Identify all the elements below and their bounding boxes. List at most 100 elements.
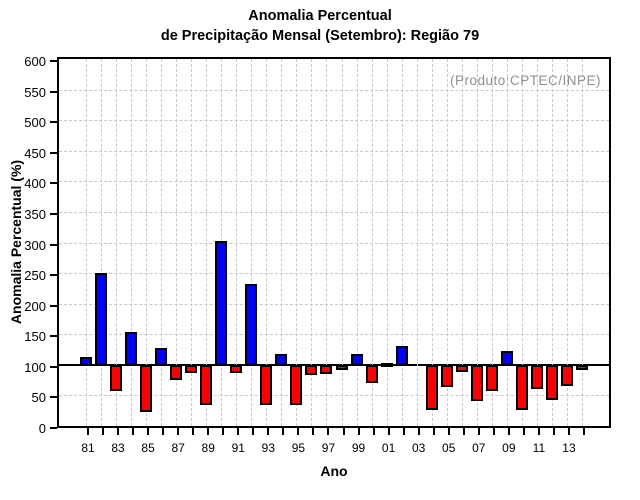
x-tick-label: 03 [411, 441, 426, 455]
x-tick [282, 428, 285, 435]
y-tick [50, 427, 57, 429]
h-gridline [59, 120, 609, 122]
bar-93 [260, 364, 273, 405]
bar-84 [125, 331, 138, 366]
x-tick [357, 428, 360, 435]
x-tick [387, 428, 390, 435]
x-tick-label: 11 [532, 441, 546, 455]
x-tick [583, 428, 585, 435]
bar-00 [365, 364, 378, 384]
bar-94 [275, 353, 288, 366]
v-gridline [506, 59, 508, 426]
bar-05 [440, 364, 453, 387]
h-gridline [59, 303, 609, 305]
bar-14 [576, 364, 588, 370]
x-tick [492, 428, 495, 435]
x-tick [297, 428, 300, 435]
y-tick-label: 0 [38, 421, 46, 436]
bar-12 [545, 364, 558, 400]
y-tick [50, 396, 57, 399]
y-tick [50, 212, 57, 215]
y-tick-label: 50 [31, 390, 46, 406]
v-gridline [536, 59, 538, 426]
bar-85 [140, 364, 153, 413]
bar-11 [530, 364, 543, 389]
bar-92 [245, 284, 258, 366]
y-tick [50, 274, 57, 277]
x-tick [477, 428, 480, 435]
h-gridline [59, 89, 609, 91]
x-tick [507, 428, 510, 435]
bar-82 [95, 273, 108, 366]
bar-04 [425, 364, 438, 410]
x-tick-label: 95 [291, 441, 306, 455]
bar-98 [335, 364, 348, 370]
y-tick-label: 300 [24, 237, 46, 253]
x-tick [402, 428, 405, 435]
x-tick [312, 428, 315, 435]
v-gridline [582, 59, 583, 426]
bar-87 [170, 364, 183, 381]
v-gridline [386, 59, 388, 426]
bar-83 [110, 364, 123, 392]
x-tick-label: 09 [502, 441, 516, 455]
v-gridline [281, 59, 283, 426]
h-gridline [59, 150, 609, 152]
y-tick [50, 60, 57, 62]
bar-10 [515, 364, 528, 411]
y-tick [50, 335, 57, 338]
v-gridline [236, 59, 238, 426]
h-gridline [59, 334, 609, 336]
produto-annotation: (Produto:CPTEC/INPE) [449, 73, 601, 88]
y-tick-label: 450 [24, 145, 46, 161]
y-tick [50, 182, 57, 185]
bar-95 [290, 364, 303, 406]
bar-01 [380, 362, 393, 367]
x-tick-label: 91 [231, 441, 245, 455]
x-tick [237, 428, 240, 435]
v-gridline [491, 59, 493, 426]
v-gridline [431, 59, 433, 426]
bar-89 [200, 364, 213, 406]
bar-91 [230, 364, 243, 373]
x-tick [117, 428, 120, 435]
chart-title-line2: de Precipitação Mensal (Setembro): Regiã… [160, 28, 480, 44]
bar-97 [320, 364, 333, 374]
x-tick-label: 05 [442, 441, 456, 455]
v-gridline [161, 59, 163, 426]
v-gridline [461, 59, 463, 426]
v-gridline [551, 59, 553, 426]
bar-81 [80, 357, 92, 366]
v-gridline [251, 59, 253, 426]
y-tick [50, 90, 57, 93]
bar-90 [215, 240, 228, 366]
y-tick-label: 400 [24, 176, 46, 192]
y-tick-label: 150 [24, 329, 46, 345]
x-tick [552, 428, 555, 435]
y-tick-label: 550 [24, 84, 46, 100]
v-gridline [521, 59, 523, 426]
bar-99 [350, 353, 363, 366]
v-gridline [416, 59, 418, 426]
v-gridline [101, 59, 103, 426]
chart-title: Anomalia Percentual de Precipitação Mens… [0, 6, 640, 46]
x-tick [87, 428, 89, 435]
x-tick [567, 428, 570, 435]
x-tick [537, 428, 540, 435]
bar-09 [500, 350, 513, 366]
bar-02 [395, 346, 408, 366]
bar-08 [485, 364, 498, 392]
h-gridline [59, 395, 609, 397]
y-tick [50, 151, 57, 154]
x-tick-label: 89 [201, 441, 215, 455]
v-gridline [326, 59, 328, 426]
y-tick [50, 304, 57, 307]
y-tick [50, 365, 57, 368]
x-tick [207, 428, 210, 435]
x-tick [162, 428, 165, 435]
bar-06 [455, 364, 468, 372]
bar-07 [470, 364, 483, 402]
h-gridline [59, 181, 609, 183]
y-tick [50, 121, 57, 124]
y-tick-label: 250 [24, 268, 46, 284]
